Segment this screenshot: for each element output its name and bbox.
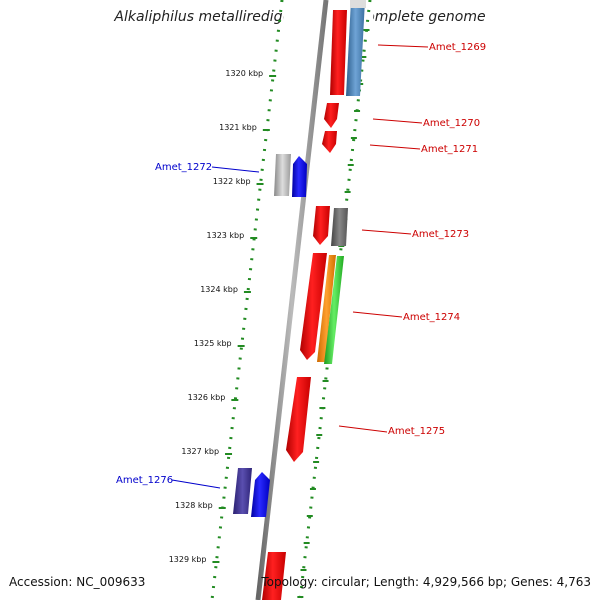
gene-amet-1269[interactable] [330, 10, 347, 95]
genome-backbone [255, 0, 329, 600]
gene-amet-1273[interactable] [313, 206, 330, 245]
label-amet-1274[interactable]: Amet_1274 [403, 312, 460, 323]
label-amet-1276[interactable]: Amet_1276 [116, 475, 173, 486]
ruler-label: 1325 kbp [194, 339, 232, 348]
gene-amet-1276[interactable] [251, 472, 270, 517]
ruler-label: 1329 kbp [169, 555, 207, 564]
gene-amet-1274[interactable] [300, 253, 327, 360]
gene-amet-1272-neighbor[interactable] [274, 154, 291, 196]
label-amet-1271[interactable]: Amet_1271 [421, 144, 478, 155]
gene-features [233, 0, 366, 600]
outer-dotted-track [298, 0, 372, 600]
ruler-label: 1327 kbp [181, 447, 219, 456]
gene-amet-1273-neighbor[interactable] [331, 208, 348, 246]
ruler-label: 1320 kbp [225, 69, 263, 78]
label-amet-1275[interactable]: Amet_1275 [388, 426, 445, 437]
label-amet-1270[interactable]: Amet_1270 [423, 118, 480, 129]
gene-partial-bottom[interactable] [262, 552, 286, 600]
gene-labels: Amet_1269 Amet_1270 Amet_1271 Amet_1272 … [116, 42, 486, 486]
ruler-label: 1326 kbp [188, 393, 226, 402]
label-amet-1272[interactable]: Amet_1272 [155, 162, 212, 173]
topology-text: Topology: circular; Length: 4,929,566 bp… [261, 575, 591, 589]
gene-amet-1271[interactable] [322, 131, 337, 153]
ruler-label: 1321 kbp [219, 123, 257, 132]
ruler-label: 1322 kbp [213, 177, 251, 186]
ruler-label: 1323 kbp [207, 231, 245, 240]
gene-amet-1269-neighbor[interactable] [346, 0, 365, 96]
gene-amet-1269-cap [350, 0, 366, 8]
accession-text: Accession: NC_009633 [9, 575, 146, 589]
gene-amet-1274-orange[interactable] [317, 255, 336, 362]
gene-amet-1275[interactable] [286, 377, 311, 462]
label-amet-1269[interactable]: Amet_1269 [429, 42, 486, 53]
ruler-label: 1328 kbp [175, 501, 213, 510]
gene-amet-1274-green[interactable] [324, 256, 344, 364]
gene-amet-1276-neighbor[interactable] [233, 468, 252, 514]
gene-amet-1272[interactable] [292, 156, 307, 197]
ruler-label: 1324 kbp [200, 285, 238, 294]
gene-amet-1270[interactable] [324, 103, 339, 128]
ruler-labels: 1320 kbp 1321 kbp 1322 kbp 1323 kbp 1324 kbp… [169, 69, 263, 564]
label-amet-1273[interactable]: Amet_1273 [412, 229, 469, 240]
inner-dotted-track [210, 0, 284, 600]
label-leaders [171, 44, 429, 489]
track-band [225, 0, 375, 600]
